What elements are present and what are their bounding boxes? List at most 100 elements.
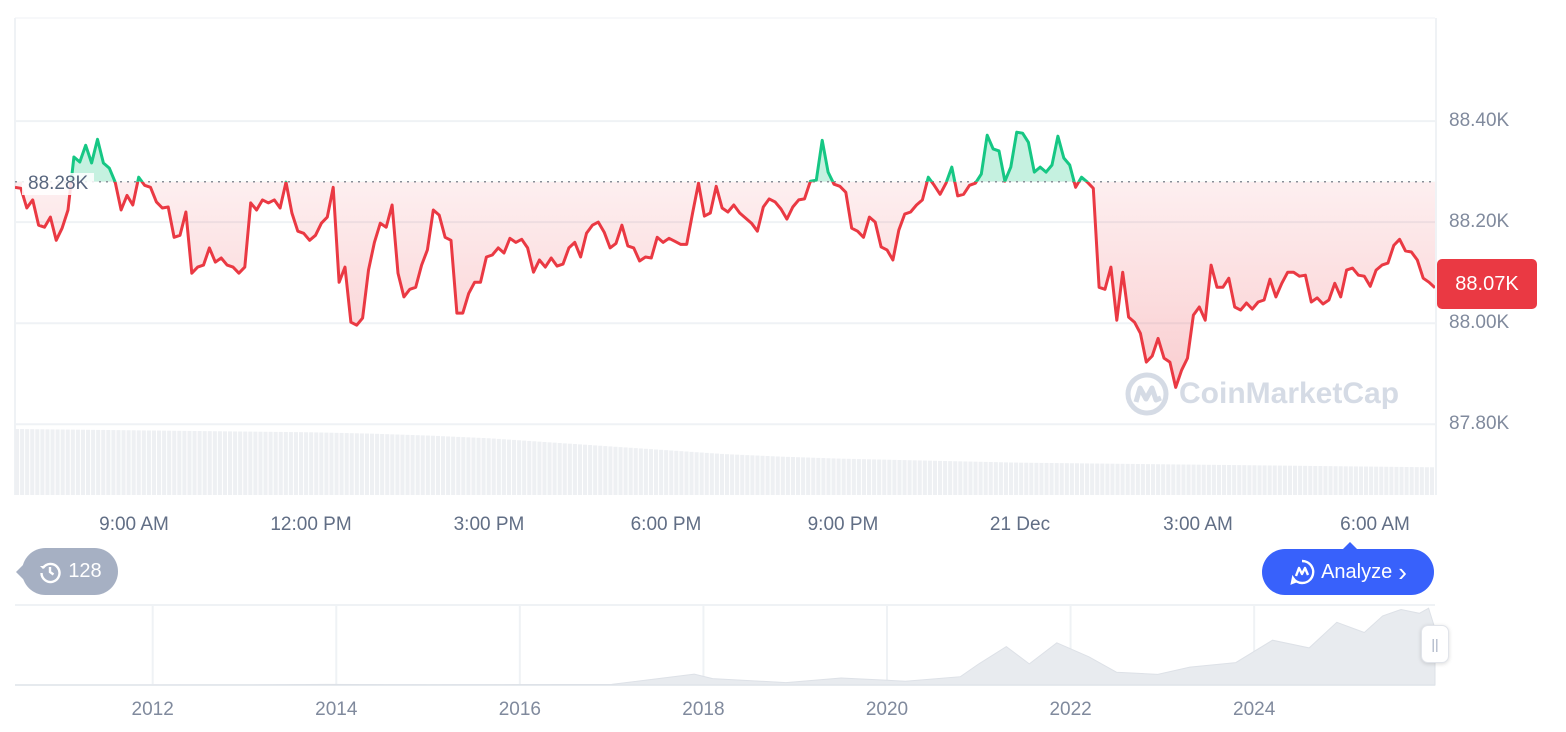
volume-bar (826, 458, 831, 495)
volume-bar (451, 436, 456, 495)
volume-bar (1080, 463, 1085, 495)
volume-bar (1328, 466, 1333, 495)
volume-bar (1364, 466, 1369, 495)
volume-bar (968, 461, 973, 495)
volume-bar (1181, 464, 1186, 495)
volume-bar (648, 449, 653, 495)
volume-bar (162, 430, 167, 495)
volume-bar (1389, 466, 1394, 495)
volume-bar (304, 432, 309, 495)
volume-bar (770, 456, 775, 495)
volume-bar (897, 459, 902, 495)
volume-bar (435, 435, 440, 495)
volume-bar (167, 430, 172, 495)
volume-bar (359, 433, 364, 495)
volume-bar (283, 432, 288, 495)
volume-bar (801, 457, 806, 495)
volume-bar (689, 451, 694, 495)
volume-bar (461, 437, 466, 495)
volume-bar (1100, 463, 1105, 495)
volume-bar (856, 459, 861, 495)
volume-bar (1262, 465, 1267, 495)
volume-bar (253, 431, 258, 495)
volume-bar (603, 446, 608, 495)
volume-bar (593, 445, 598, 495)
volume-bar (542, 441, 547, 495)
chevron-right-icon: › (1398, 557, 1407, 587)
volume-bar (131, 430, 136, 495)
volume-bar (633, 448, 638, 495)
volume-bar (522, 440, 527, 495)
y-tick-label: 88.00K (1449, 312, 1510, 334)
navigator-year-label: 2012 (131, 699, 174, 720)
volume-bar (212, 431, 217, 495)
volume-bar (1049, 463, 1054, 495)
volume-bar (111, 430, 116, 495)
volume-bar (983, 461, 988, 495)
volume-bar (816, 457, 821, 495)
volume-bar (709, 453, 714, 495)
volume-bar (1069, 463, 1074, 495)
volume-bar (846, 458, 851, 495)
volume-bar (760, 455, 765, 495)
coinmarketcap-watermark: CoinMarketCap (1125, 372, 1399, 416)
volume-bar (1348, 466, 1353, 495)
volume-bar (699, 452, 704, 495)
volume-bar (40, 429, 45, 495)
volume-bar (1161, 464, 1166, 495)
volume-bar (1009, 462, 1014, 495)
volume-bar (517, 440, 522, 495)
volume-bar (1024, 462, 1029, 495)
x-tick-label: 12:00 PM (270, 514, 352, 535)
analyze-button[interactable]: Analyze › (1262, 542, 1434, 595)
volume-bar (750, 455, 755, 495)
volume-bar (740, 454, 745, 495)
x-tick-label: 3:00 PM (453, 514, 525, 535)
volume-bar (552, 442, 557, 495)
volume-bar (1333, 466, 1338, 495)
volume-bar (207, 431, 212, 495)
history-count: 128 (68, 560, 102, 582)
volume-bar (1303, 465, 1308, 495)
volume-bar (1267, 465, 1272, 495)
volume-bar (912, 460, 917, 495)
volume-bar (390, 434, 395, 495)
volume-bar (577, 444, 582, 495)
volume-bar (288, 432, 293, 495)
volume-bar (877, 459, 882, 495)
volume-bar (501, 439, 506, 495)
history-clock-icon (40, 562, 61, 583)
volume-bar (405, 434, 410, 495)
volume-bar (532, 441, 537, 495)
volume-bar (1338, 466, 1343, 495)
volume-bar (1277, 465, 1282, 495)
volume-bar (309, 432, 314, 495)
volume-bar (938, 460, 943, 495)
volume-bar (91, 429, 96, 495)
reference-price-label: 88.28K (22, 173, 95, 195)
volume-bar (963, 461, 968, 495)
volume-bar (1227, 465, 1232, 495)
navigator-area (14, 607, 1436, 686)
x-tick-label: 6:00 PM (630, 514, 702, 535)
volume-bar (917, 460, 922, 495)
volume-bar (613, 446, 618, 495)
volume-bar (20, 429, 25, 495)
volume-bar (116, 430, 121, 495)
volume-bar (157, 430, 162, 495)
volume-bar (370, 433, 375, 495)
volume-bar (476, 437, 481, 495)
volume-bar (902, 460, 907, 495)
volume-bar (669, 450, 674, 495)
volume-bar (1211, 464, 1216, 495)
volume-bar (684, 451, 689, 495)
history-badge[interactable]: 128 (16, 548, 118, 595)
navigator-drag-handle[interactable]: || (1421, 625, 1449, 663)
volume-bar (1130, 463, 1135, 495)
volume-bar (1247, 465, 1252, 495)
volume-bar (35, 429, 40, 495)
volume-bar (821, 458, 826, 495)
volume-bar (380, 434, 385, 495)
volume-bar (75, 429, 80, 495)
